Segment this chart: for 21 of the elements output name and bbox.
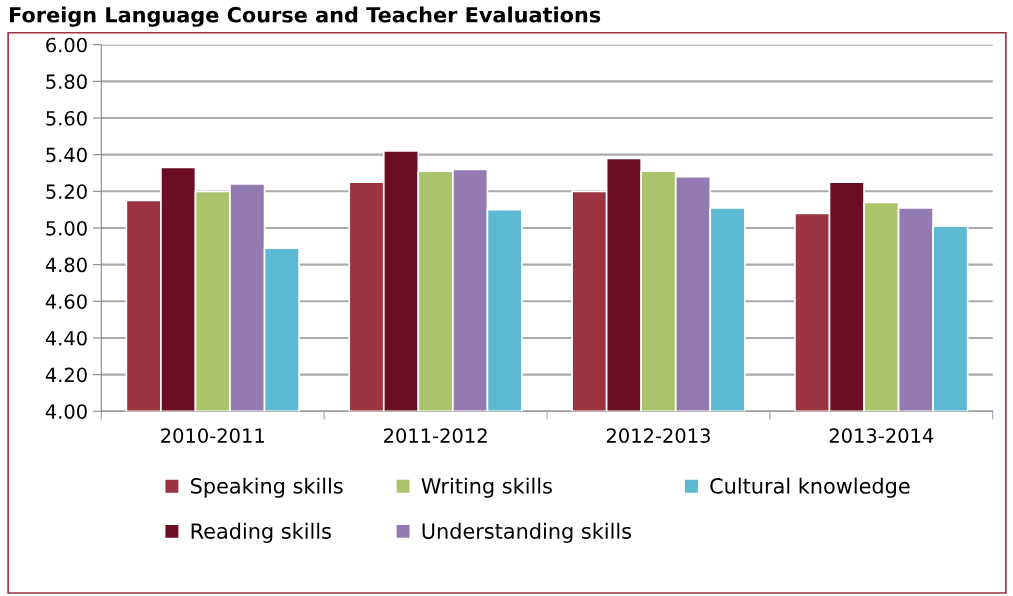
y-tick-label: 5.60 — [46, 110, 87, 126]
chart-title: Foreign Language Course and Teacher Evaluations — [10, 6, 601, 27]
x-tick-label: 2011-2012 — [384, 428, 487, 443]
x-tick-label: 2013-2014 — [829, 428, 934, 443]
y-tick-label: 4.00 — [45, 404, 87, 419]
legend-label: Understanding skills — [422, 522, 632, 543]
x-tick-label: 2010-2011 — [161, 428, 264, 443]
y-tick-label: 5.20 — [46, 184, 87, 199]
legend-label: Cultural knowledge — [710, 477, 910, 498]
y-tick-label: 4.60 — [45, 294, 87, 309]
y-tick-label: 4.40 — [45, 330, 87, 346]
y-tick-label: 4.80 — [45, 257, 87, 273]
y-tick-label: 5.80 — [46, 74, 87, 90]
y-tick-label: 4.20 — [45, 367, 87, 383]
legend-label: Speaking skills — [191, 477, 343, 498]
y-tick-label: 5.40 — [46, 147, 87, 163]
y-tick-label: 6.00 — [46, 37, 87, 53]
y-tick-label: 5.00 — [46, 220, 87, 236]
x-tick-label: 2012-2013 — [606, 428, 710, 443]
legend-label: Writing skills — [421, 477, 552, 498]
legend-label: Reading skills — [191, 522, 331, 543]
